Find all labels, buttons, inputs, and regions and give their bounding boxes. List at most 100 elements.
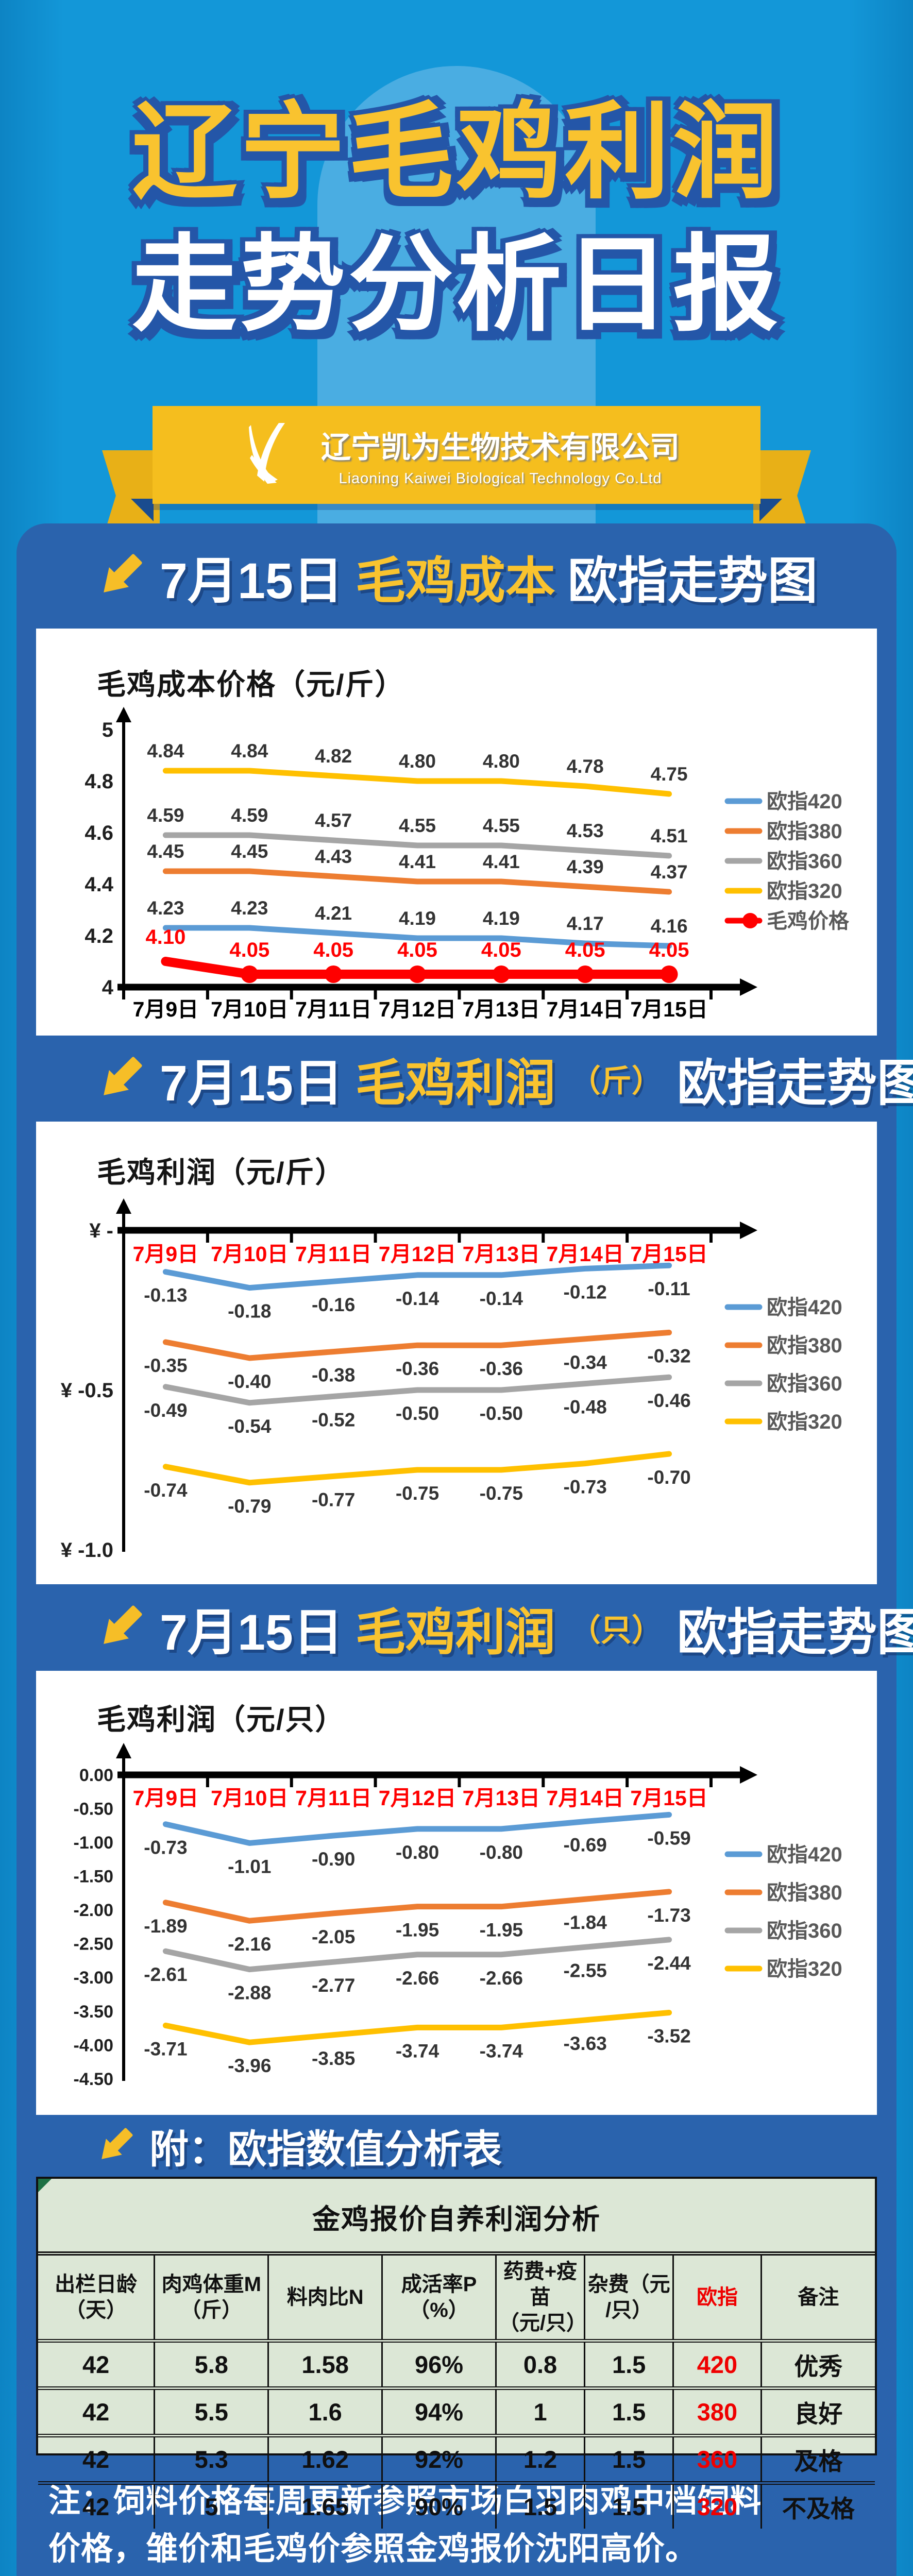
data-label: -0.70 xyxy=(647,1467,690,1488)
y-tick-label: -4.00 xyxy=(74,2036,114,2055)
y-tick-label: ¥ - xyxy=(89,1219,113,1242)
table-header-cell: 药费+疫苗 （元/只） xyxy=(497,2256,587,2339)
data-label: 4.84 xyxy=(147,740,184,761)
table-cell: 42 xyxy=(38,2343,156,2386)
data-label: -1.84 xyxy=(564,1912,607,1933)
data-label: -1.73 xyxy=(647,1905,690,1926)
data-label: -0.79 xyxy=(228,1496,271,1517)
data-label: -2.66 xyxy=(396,1968,439,1989)
x-category-label: 7月11日 xyxy=(295,1786,371,1810)
table-cell: 1.5 xyxy=(585,2437,674,2481)
series-line-欧指360 xyxy=(162,1374,672,1406)
data-label: -0.75 xyxy=(396,1483,439,1504)
legend-label: 欧指380 xyxy=(767,820,842,843)
table-cell: 良好 xyxy=(794,2400,843,2428)
table-cell: 94% xyxy=(383,2390,497,2434)
data-label: 4.39 xyxy=(567,856,604,877)
data-label: -0.80 xyxy=(480,1842,523,1863)
data-label: -1.89 xyxy=(144,1916,187,1937)
y-tick-label: -2.50 xyxy=(74,1935,114,1954)
down-right-arrow-icon xyxy=(93,549,147,603)
page-title-line2: 走势分析日报 xyxy=(132,226,781,344)
company-banner: 辽宁凯为生物技术有限公司 Liaoning Kaiwei Biological … xyxy=(0,406,913,550)
table-cell: 320 xyxy=(674,2485,762,2529)
y-axis-arrow xyxy=(116,707,131,722)
x-category-label: 7月13日 xyxy=(463,1786,540,1810)
data-label: 4.59 xyxy=(231,805,268,826)
y-tick-label: 4 xyxy=(102,976,114,999)
data-label: 4.82 xyxy=(315,745,352,767)
x-axis-arrow xyxy=(740,978,757,996)
data-label: -0.13 xyxy=(144,1285,187,1306)
data-label: 4.16 xyxy=(651,916,688,937)
data-label: -3.52 xyxy=(647,2026,690,2047)
table-cell: 0.8 xyxy=(497,2343,586,2386)
down-right-arrow-icon xyxy=(93,1052,147,1106)
data-label: 4.05 xyxy=(649,939,689,961)
data-label: -0.49 xyxy=(144,1400,187,1421)
data-label: 4.45 xyxy=(147,841,184,862)
table-cell: 及格 xyxy=(794,2448,843,2475)
table-header-cell: 成活率P （%） xyxy=(383,2256,497,2339)
footnote: 注：饲料价格每周更新参照市场白羽肉鸡中档饲料 价格，雏价和毛鸡价参照金鸡报价沈阳… xyxy=(48,2477,867,2573)
x-category-label: 7月12日 xyxy=(379,1786,456,1810)
heading-highlight: 毛鸡成本 xyxy=(355,552,555,609)
table-cell: 1.5 xyxy=(585,2390,674,2434)
x-category-label: 7月13日 xyxy=(463,997,540,1021)
data-label: -0.14 xyxy=(480,1288,523,1309)
y-tick-label: 4.4 xyxy=(84,873,113,896)
data-label: 4.53 xyxy=(567,820,604,841)
legend-label: 欧指420 xyxy=(767,1296,842,1319)
data-label: 4.23 xyxy=(231,897,268,919)
x-category-label: 7月11日 xyxy=(295,997,371,1021)
data-label: 4.23 xyxy=(147,897,184,919)
data-label: 4.17 xyxy=(567,913,604,934)
legend-label: 毛鸡价格 xyxy=(767,910,850,933)
data-label: -1.01 xyxy=(228,1856,271,1877)
y-tick-label: -2.00 xyxy=(74,1901,114,1920)
data-label: -0.73 xyxy=(564,1477,607,1498)
table-cell: 不及格 xyxy=(782,2495,855,2522)
series-line-欧指380 xyxy=(162,1329,672,1361)
company-names: 辽宁凯为生物技术有限公司 Liaoning Kaiwei Biological … xyxy=(321,423,680,487)
profit-zhi-line-chart: 0.00 -0.50 -1.00 -1.50 -2.00 -2.50 -3.00 -3.50 -… xyxy=(74,1743,842,2089)
table-cell: 92% xyxy=(383,2437,497,2481)
data-label: 4.57 xyxy=(315,810,352,831)
section-heading-table: 附：欧指数值分析表 xyxy=(16,2115,897,2177)
table-cell: 380 xyxy=(674,2390,762,2434)
table-cell: 42 xyxy=(38,2437,156,2481)
data-label: -1.95 xyxy=(480,1920,523,1941)
data-label: -2.05 xyxy=(312,1926,355,1947)
x-category-label: 7月13日 xyxy=(463,1242,540,1266)
table-section-title: 附：欧指数值分析表 xyxy=(149,2128,502,2172)
series-line-欧指380 xyxy=(162,868,672,895)
series-line-欧指420 xyxy=(162,1262,672,1291)
data-label: 4.84 xyxy=(231,740,268,761)
table-cell: 90% xyxy=(383,2485,497,2529)
data-label: -2.16 xyxy=(228,1934,271,1955)
data-label: 4.19 xyxy=(399,908,436,929)
x-category-label: 7月15日 xyxy=(630,1242,707,1266)
chart-card-profit-jin: 毛鸡利润（元/斤） ¥ - ¥ -0.5 ¥ -1.0 7月9日 7月10日 7月11日 7… xyxy=(36,1122,877,1584)
y-tick-label: -1.50 xyxy=(74,1867,114,1887)
down-right-arrow-icon xyxy=(93,2124,137,2168)
legend-label: 欧指360 xyxy=(767,850,842,873)
series-line-欧指320 xyxy=(162,1451,672,1486)
data-label: 4.21 xyxy=(315,903,352,924)
legend-label: 欧指420 xyxy=(767,790,842,813)
table-header-cell: 料肉比N xyxy=(269,2256,383,2339)
series-marker xyxy=(241,965,259,983)
legend-label: 欧指360 xyxy=(767,1372,842,1395)
data-label: 4.05 xyxy=(229,939,269,961)
legend-label: 欧指380 xyxy=(767,1882,842,1904)
data-label: -0.32 xyxy=(647,1345,690,1366)
data-label: -0.59 xyxy=(647,1827,690,1849)
section-heading-profit-jin: 7月15日 毛鸡利润 （斤） 欧指走势图 xyxy=(16,1036,913,1122)
data-label: -2.88 xyxy=(228,1982,271,2004)
heading-suffix: 欧指走势图 xyxy=(677,1604,913,1660)
legend-label: 欧指420 xyxy=(767,1843,842,1866)
table-body: 出栏日龄 （天） 肉鸡体重M （斤） 料肉比N 成活率P （%） 药费+疫苗 （元/只）… xyxy=(38,2256,875,2529)
data-label: -2.61 xyxy=(144,1964,187,1985)
x-category-label: 7月9日 xyxy=(133,1242,199,1266)
y-tick-label: 0.00 xyxy=(79,1766,113,1785)
